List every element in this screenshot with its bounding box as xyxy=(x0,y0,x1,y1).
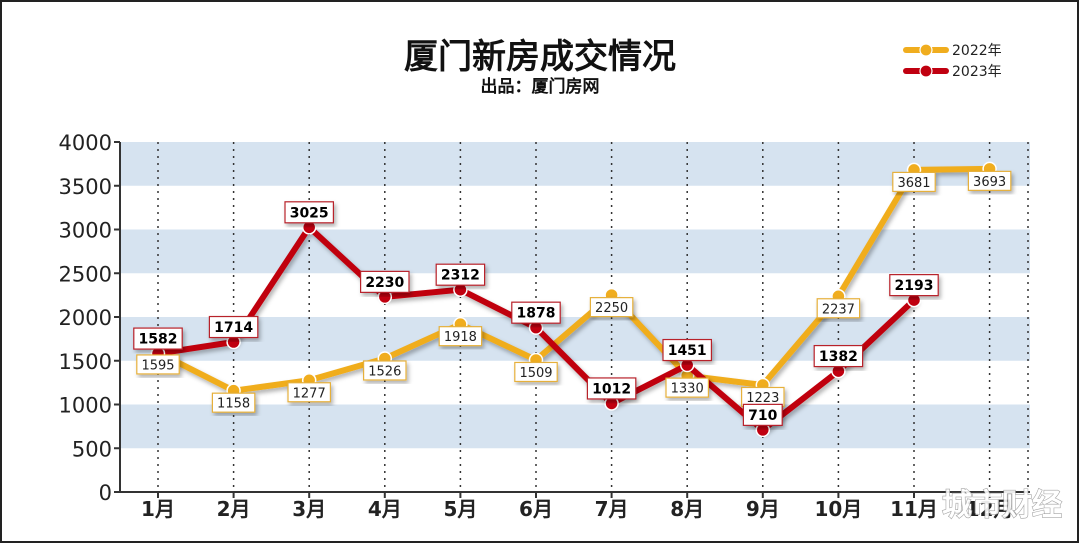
y-tick-label: 3500 xyxy=(59,175,112,199)
y-tick-label: 3000 xyxy=(59,219,112,243)
data-label-2023: 1382 xyxy=(819,349,858,365)
data-label-2023: 1012 xyxy=(592,381,631,397)
grid-band xyxy=(120,404,1030,449)
data-label-2023: 1878 xyxy=(517,306,556,322)
watermark-text: 城市财经 xyxy=(942,488,1062,523)
y-tick-label: 2500 xyxy=(59,262,112,286)
data-label-box-2023 xyxy=(586,377,637,400)
chart-subtitle: 出品：厦门房网 xyxy=(481,76,600,97)
x-tick-label: 8月 xyxy=(670,497,704,521)
data-label-2022: 1277 xyxy=(293,386,326,401)
x-tick-label: 7月 xyxy=(595,497,629,521)
chart-title: 厦门新房成交情况 xyxy=(404,37,676,77)
data-label-box-2023 xyxy=(133,327,183,350)
data-label-2022: 2237 xyxy=(822,302,855,317)
data-label-box-2022 xyxy=(816,298,861,319)
data-label-2022: 1330 xyxy=(671,382,704,397)
data-label-2022: 3681 xyxy=(897,176,930,191)
x-tick-label: 3月 xyxy=(292,497,326,521)
data-label-box-2023 xyxy=(511,301,561,324)
data-label-2023: 3025 xyxy=(290,205,329,221)
y-tick-label: 4000 xyxy=(59,131,112,155)
data-label-box-2022 xyxy=(892,171,936,193)
x-tick-label: 1月 xyxy=(141,497,175,521)
data-label-2023: 1451 xyxy=(668,343,707,359)
x-tick-label: 5月 xyxy=(443,497,477,521)
x-tick-label: 11月 xyxy=(890,497,938,521)
data-label-box-2022 xyxy=(665,377,710,398)
data-label-box-2022 xyxy=(967,170,1012,191)
legend-label: 2023年 xyxy=(952,64,1002,80)
data-label-2022: 1595 xyxy=(141,358,174,373)
x-tick-label: 6月 xyxy=(519,497,553,521)
x-tick-label: 4月 xyxy=(368,497,402,521)
data-label-box-2022 xyxy=(287,382,332,403)
data-label-2023: 2312 xyxy=(441,268,480,284)
data-label-2022: 1918 xyxy=(444,330,477,345)
data-label-box-2023 xyxy=(435,263,486,286)
x-tick-label: 12月 xyxy=(966,497,1014,521)
data-label-box-2023 xyxy=(284,201,335,224)
data-label-box-2022 xyxy=(363,360,407,381)
y-tick-label: 500 xyxy=(72,437,112,461)
data-label-box-2023 xyxy=(813,344,864,368)
data-label-2023: 2230 xyxy=(365,275,404,291)
y-tick-label: 2000 xyxy=(59,306,112,330)
data-label-2023: 1582 xyxy=(139,332,178,348)
data-label-2022: 1158 xyxy=(217,397,250,412)
series-line-2022 xyxy=(155,165,993,394)
data-label-2022: 1509 xyxy=(519,366,552,381)
x-tick-label: 10月 xyxy=(814,497,862,521)
data-label-2023: 1714 xyxy=(214,320,253,336)
grid-band xyxy=(120,142,1030,186)
legend-swatch-marker xyxy=(919,43,933,57)
y-tick-label: 1000 xyxy=(59,394,112,418)
legend-label: 2022年 xyxy=(952,43,1002,59)
data-label-2022: 3693 xyxy=(973,175,1006,190)
data-label-box-2023 xyxy=(889,274,939,297)
data-label-box-2022 xyxy=(438,326,483,347)
x-tick-label: 9月 xyxy=(746,497,780,521)
data-label-2022: 1526 xyxy=(368,364,401,379)
data-label-box-2023 xyxy=(742,403,783,426)
data-label-box-2023 xyxy=(662,338,713,362)
data-label-box-2022 xyxy=(136,354,180,375)
data-label-2022: 1223 xyxy=(746,391,779,406)
data-label-box-2022 xyxy=(211,392,256,413)
y-tick-label: 1500 xyxy=(59,350,112,374)
legend-swatch-marker xyxy=(919,64,933,78)
data-label-box-2022 xyxy=(589,297,634,318)
data-label-2022: 2250 xyxy=(595,301,628,316)
y-tick-label: 0 xyxy=(99,481,112,505)
data-label-box-2023 xyxy=(208,315,259,339)
data-label-box-2023 xyxy=(360,270,410,293)
data-label-box-2022 xyxy=(514,361,558,383)
data-label-2023: 710 xyxy=(748,408,777,424)
data-label-2023: 2193 xyxy=(895,278,934,294)
x-tick-label: 2月 xyxy=(217,497,251,521)
grid-band xyxy=(120,229,1030,274)
